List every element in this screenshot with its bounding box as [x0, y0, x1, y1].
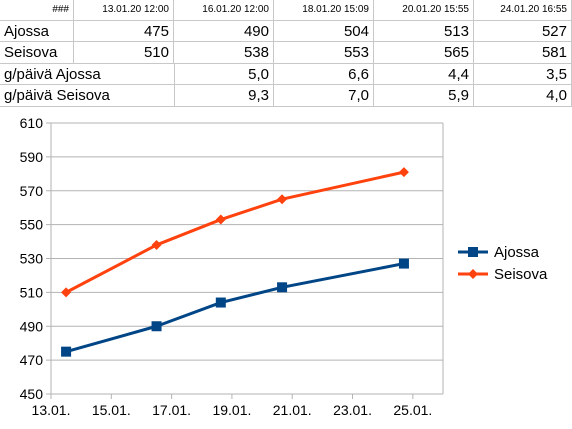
series-line-ajossa: [65, 262, 405, 354]
legend-label: Seisova: [494, 266, 548, 283]
legend-marker: [468, 247, 478, 257]
x-tick-label: 19.01.: [212, 402, 251, 418]
header-cell[interactable]: 16.01.20 12:00: [174, 0, 274, 20]
row-label[interactable]: Ajossa: [0, 21, 74, 41]
y-tick-label: 570: [20, 183, 44, 199]
legend-label: Ajossa: [494, 244, 540, 261]
y-tick-label: 590: [20, 149, 44, 165]
header-cell[interactable]: 24.01.20 16:55: [474, 0, 572, 20]
value-cell[interactable]: 9,3: [174, 85, 274, 106]
spreadsheet: ### 13.01.20 12:00 16.01.20 12:00 18.01.…: [0, 0, 572, 107]
value-cell[interactable]: 504: [274, 21, 374, 41]
data-point: [151, 239, 162, 250]
header-cell[interactable]: 20.01.20 15:55: [374, 0, 474, 20]
chart-container[interactable]: 450 470 490 510 530 550 570 590 610 13.01. 15.01. 1…: [0, 107, 572, 429]
x-tick-label: 15.01.: [92, 402, 131, 418]
row-label[interactable]: Seisova: [0, 42, 74, 63]
value-cell[interactable]: 538: [174, 42, 274, 63]
value-cell[interactable]: 527: [474, 21, 572, 41]
table-row: Ajossa 475 490 504 513 527: [0, 21, 572, 42]
value-cell[interactable]: 6,6: [274, 64, 374, 84]
x-tick-label: 23.01.: [333, 402, 372, 418]
y-tick-label: 490: [20, 318, 44, 334]
line-chart[interactable]: 450 470 490 510 530 550 570 590 610 13.01. 15.01. 1…: [0, 107, 572, 429]
header-cell[interactable]: ###: [0, 0, 74, 20]
value-cell[interactable]: 490: [174, 21, 274, 41]
x-tick-label: 21.01.: [273, 402, 312, 418]
value-cell[interactable]: 4,4: [374, 64, 474, 84]
header-row: ### 13.01.20 12:00 16.01.20 12:00 18.01.…: [0, 0, 572, 21]
value-cell[interactable]: 5,0: [174, 64, 274, 84]
data-point: [277, 282, 288, 293]
value-cell[interactable]: 553: [274, 42, 374, 63]
data-point: [398, 167, 409, 178]
y-tick-label: 470: [20, 352, 44, 368]
value-cell[interactable]: 475: [74, 21, 174, 41]
value-cell[interactable]: 510: [74, 42, 174, 63]
data-point: [277, 194, 288, 205]
header-cell[interactable]: 18.01.20 15:09: [274, 0, 374, 20]
table-row: Seisova 510 538 553 565 581: [0, 42, 572, 64]
data-point: [61, 346, 72, 357]
value-cell[interactable]: 3,5: [474, 64, 572, 84]
value-cell[interactable]: 4,0: [474, 85, 572, 106]
data-point: [151, 321, 162, 332]
value-cell[interactable]: 565: [374, 42, 474, 63]
row-label[interactable]: g/päivä Ajossa: [4, 65, 101, 83]
value-cell[interactable]: 5,9: [374, 85, 474, 106]
y-tick-label: 610: [20, 115, 44, 131]
data-point: [398, 258, 409, 269]
table-row: g/päivä Ajossa 5,0 6,6 4,4 3,5: [0, 64, 572, 85]
data-point: [215, 297, 226, 308]
value-cell[interactable]: 581: [474, 42, 572, 63]
data-point: [61, 287, 72, 298]
y-tick-label: 450: [20, 386, 44, 402]
data-point: [215, 214, 226, 225]
legend-marker: [468, 269, 478, 279]
table-row: g/päivä Seisova 9,3 7,0 5,9 4,0: [0, 85, 572, 107]
y-tick-label: 510: [20, 284, 44, 300]
x-tick-label: 13.01.: [32, 402, 71, 418]
y-tick-label: 530: [20, 251, 44, 267]
x-tick-label: 17.01.: [152, 402, 191, 418]
x-tick-label: 25.01.: [393, 402, 432, 418]
header-cell[interactable]: 13.01.20 12:00: [74, 0, 174, 20]
y-tick-label: 550: [20, 217, 44, 233]
value-cell[interactable]: 513: [374, 21, 474, 41]
value-cell[interactable]: 7,0: [274, 85, 374, 106]
row-label[interactable]: g/päivä Seisova: [4, 87, 110, 104]
